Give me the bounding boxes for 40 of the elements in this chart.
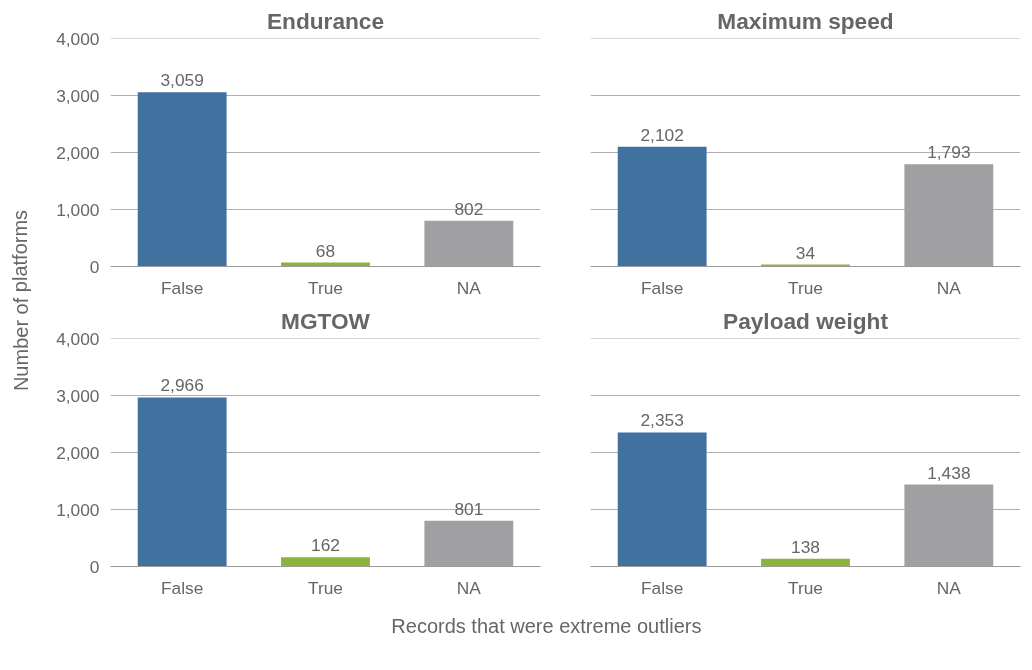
chart-title: Payload weight — [723, 307, 889, 334]
data-label: 3,059 — [160, 70, 204, 91]
y-tick-label: 1,000 — [56, 199, 100, 220]
x-tick-label: False — [640, 277, 684, 298]
data-label: 2,102 — [640, 124, 684, 145]
data-label: 34 — [795, 242, 816, 263]
data-label: 68 — [315, 240, 336, 261]
x-tick-label: NA — [936, 577, 962, 598]
y-tick-label: 0 — [89, 556, 100, 577]
data-label: 1,438 — [927, 462, 971, 483]
y-tick-label: 3,000 — [56, 385, 100, 406]
x-tick-label: True — [308, 277, 344, 298]
y-tick-label: 3,000 — [56, 85, 100, 106]
data-label: 1,793 — [927, 142, 971, 163]
chart-title: MGTOW — [281, 307, 371, 334]
y-tick-label: 0 — [89, 256, 100, 277]
data-label: 2,966 — [160, 375, 204, 396]
y-tick-label: 2,000 — [56, 442, 100, 463]
x-axis-title: Records that were extreme outliers — [391, 614, 702, 637]
x-tick-label: False — [160, 577, 204, 598]
chart-title: Endurance — [266, 7, 385, 34]
x-tick-label: NA — [456, 577, 482, 598]
x-tick-label: True — [308, 577, 344, 598]
x-tick-label: False — [160, 277, 204, 298]
y-tick-label: 2,000 — [56, 142, 100, 163]
data-label: 801 — [454, 498, 484, 519]
data-label: 138 — [791, 536, 820, 557]
y-tick-label: 4,000 — [56, 328, 100, 349]
data-label: 162 — [311, 535, 340, 556]
x-tick-label: NA — [456, 277, 482, 298]
x-tick-label: False — [640, 577, 684, 598]
data-label: 802 — [454, 198, 484, 219]
x-tick-label: True — [788, 277, 824, 298]
y-axis-title: Number of platforms — [9, 209, 32, 392]
x-tick-label: NA — [936, 277, 962, 298]
y-tick-label: 4,000 — [56, 28, 100, 49]
x-tick-label: True — [788, 577, 824, 598]
chart-title: Maximum speed — [717, 7, 894, 34]
data-label: 2,353 — [640, 410, 684, 431]
y-tick-label: 1,000 — [56, 499, 100, 520]
